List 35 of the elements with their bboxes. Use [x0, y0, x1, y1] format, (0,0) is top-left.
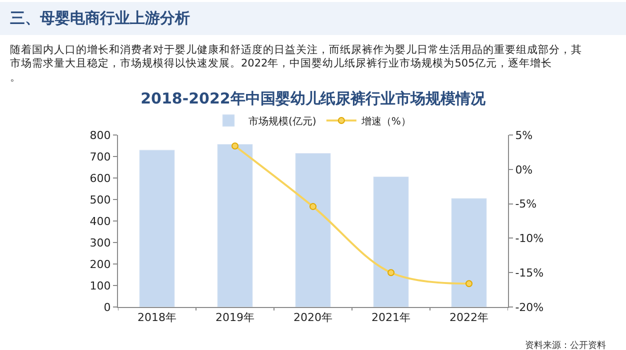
bar [373, 176, 409, 307]
text: 三、母婴电商行业上游分析 [10, 9, 190, 27]
y-tick-label: 300 [90, 236, 111, 250]
y2-tick-label: 5% [515, 128, 533, 142]
x-tick-label: 2021年 [372, 311, 410, 324]
y2-tick-label: -10% [515, 232, 544, 246]
y2-tick-label: 0% [515, 163, 533, 176]
y2-tick-label: -5% [515, 198, 537, 211]
legend-label: 增速（%） [360, 115, 411, 128]
legend-label: 市场规模(亿元) [248, 115, 316, 128]
y2-tick-label: -15% [515, 266, 544, 280]
y-tick-label: 200 [90, 258, 111, 271]
point [232, 142, 238, 150]
bar [217, 144, 253, 307]
y2-tick-label: -20% [515, 300, 544, 314]
chart-subtitle: 随着国内人口的增长和消费者对于婴儿健康和舒适度的日益关注，而纸尿裤作为婴儿日常生活用品的重要组成部分，其市场需求量大且稳定，市场规模得以快速发展。2022年，中国婴幼儿纸尿裤行业市场规模为505亿元，逐年增长。 [10, 43, 582, 84]
bar [451, 198, 487, 307]
y-tick-label: 500 [90, 193, 111, 206]
point [388, 269, 394, 276]
y-tick-label: 100 [90, 279, 111, 292]
x-tick-label: 2019年 [216, 311, 254, 324]
point [310, 203, 316, 210]
y-tick-label: 800 [90, 128, 111, 142]
text: 资料来源：公开资料 [525, 340, 606, 350]
x-tick-label: 2018年 [138, 311, 176, 324]
y-tick-label: 400 [90, 214, 111, 228]
bar [295, 153, 331, 307]
bar [139, 150, 175, 307]
y-tick-label: 600 [90, 172, 111, 185]
chart-title: 2018-2022年中国婴幼儿纸尿裤行业市场规模情况 [140, 89, 486, 108]
y-tick-label: 0 [104, 300, 111, 314]
point [466, 280, 472, 288]
x-tick-label: 2022年 [450, 311, 488, 324]
x-tick-label: 2020年 [294, 311, 332, 324]
y-tick-label: 700 [90, 150, 111, 164]
